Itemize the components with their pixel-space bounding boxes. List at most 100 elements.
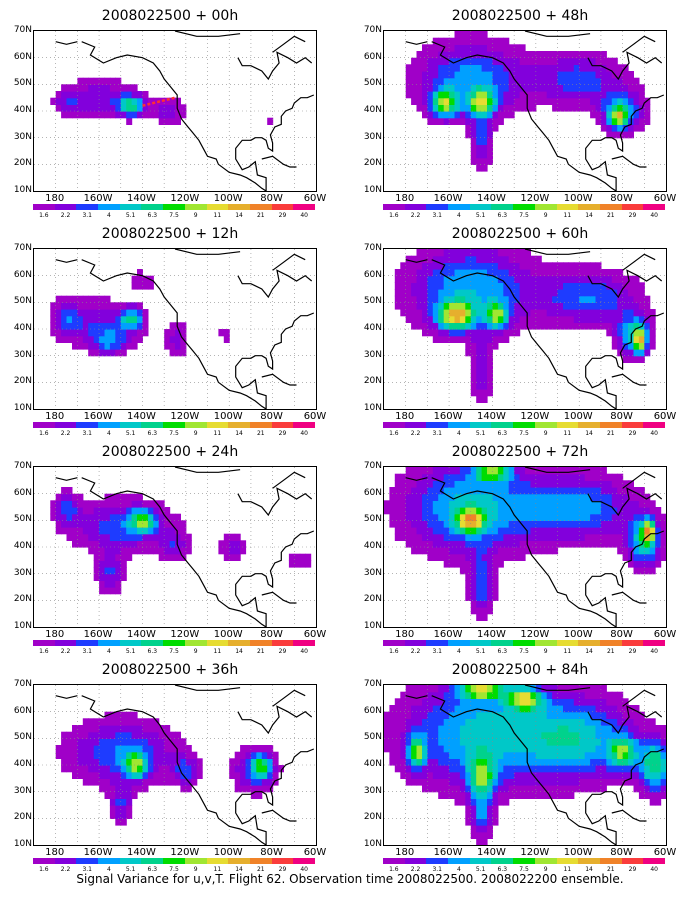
variance-cell	[77, 765, 84, 773]
variance-cell	[158, 520, 165, 528]
variance-cell	[481, 527, 488, 535]
variance-cell	[131, 500, 138, 508]
variance-cell	[600, 295, 607, 303]
variance-cell	[416, 711, 423, 719]
variance-cell	[644, 778, 651, 786]
variance-cell	[126, 725, 133, 733]
x-tick-label: 80W	[610, 411, 633, 422]
colorbar-swatch	[643, 640, 665, 646]
variance-cell	[481, 533, 488, 541]
variance-cell	[611, 131, 618, 139]
variance-cell	[541, 295, 548, 303]
variance-cell	[115, 322, 122, 330]
variance-cell	[137, 778, 143, 786]
variance-cell	[147, 738, 154, 746]
variance-cell	[432, 507, 439, 515]
colorbar-swatch	[293, 422, 315, 428]
variance-cell	[411, 685, 418, 693]
variance-cell	[481, 785, 488, 793]
colorbar-swatch	[206, 640, 229, 646]
variance-cell	[530, 691, 537, 699]
variance-cell	[492, 540, 499, 548]
variance-cell	[600, 738, 607, 746]
variance-cell	[454, 705, 461, 713]
variance-cell	[519, 751, 526, 759]
variance-cell	[557, 275, 564, 283]
variance-cell	[389, 751, 396, 759]
variance-cell	[126, 533, 133, 541]
variance-cell	[546, 467, 553, 475]
variance-cell	[573, 785, 580, 793]
variance-cell	[131, 335, 138, 343]
variance-cell	[115, 751, 122, 759]
variance-cell	[535, 533, 542, 541]
variance-cell	[153, 547, 160, 555]
variance-cell	[481, 302, 488, 310]
variance-cell	[573, 705, 580, 713]
variance-cell	[175, 349, 181, 357]
variance-cell	[465, 560, 472, 568]
variance-cell	[606, 513, 613, 521]
colorbar-label: 6.3	[497, 866, 508, 873]
variance-cell	[147, 745, 154, 753]
variance-cell	[649, 567, 656, 575]
colorbar-swatch	[383, 858, 405, 864]
variance-cell	[443, 487, 450, 495]
variance-cell	[465, 487, 472, 495]
variance-cell	[573, 282, 580, 290]
variance-cell	[573, 718, 580, 726]
variance-cell	[492, 302, 499, 310]
variance-cell	[590, 91, 597, 99]
colorbar-label: 6.3	[147, 212, 158, 219]
colorbar-swatch	[643, 422, 665, 428]
variance-cell	[109, 315, 116, 323]
variance-cell	[590, 738, 597, 746]
variance-cell	[497, 302, 504, 310]
variance-cell	[649, 751, 656, 759]
variance-cell	[530, 473, 537, 481]
variance-cell	[508, 698, 515, 706]
variance-cell	[454, 302, 461, 310]
variance-cell	[546, 315, 553, 323]
variance-cell	[568, 513, 575, 521]
variance-cell	[115, 77, 122, 85]
variance-cell	[459, 329, 466, 337]
variance-cell	[120, 533, 127, 541]
variance-cell	[638, 791, 645, 799]
variance-cell	[487, 560, 493, 568]
variance-cell	[497, 540, 504, 548]
y-tick-label: 20N	[13, 158, 32, 169]
variance-cell	[422, 718, 428, 726]
variance-cell	[432, 785, 439, 793]
variance-cell	[416, 104, 423, 112]
variance-cell	[573, 315, 580, 323]
variance-cell	[611, 295, 618, 303]
variance-cell	[99, 587, 106, 595]
variance-cell	[525, 685, 531, 693]
variance-cell	[476, 57, 483, 65]
variance-cell	[93, 738, 100, 746]
variance-cell	[508, 778, 515, 786]
variance-cell	[655, 540, 662, 548]
variance-cell	[541, 302, 548, 310]
panel-title: 2008022500 + 12h	[101, 226, 239, 242]
variance-cell	[416, 269, 423, 277]
variance-cell	[649, 718, 656, 726]
variance-cell	[400, 745, 407, 753]
variance-cell	[449, 527, 456, 535]
variance-cell	[234, 751, 241, 759]
variance-cell	[104, 342, 111, 350]
variance-cell	[109, 725, 116, 733]
variance-cell	[595, 117, 602, 125]
variance-cell	[660, 520, 666, 528]
variance-cell	[411, 289, 418, 297]
variance-cell	[579, 500, 586, 508]
variance-cell	[519, 64, 526, 72]
variance-cell	[497, 262, 504, 270]
variance-cell	[66, 533, 73, 541]
variance-cell	[137, 97, 143, 105]
variance-cell	[519, 467, 526, 475]
variance-cell	[169, 104, 176, 112]
variance-cell	[481, 825, 488, 833]
variance-cell	[443, 500, 450, 508]
